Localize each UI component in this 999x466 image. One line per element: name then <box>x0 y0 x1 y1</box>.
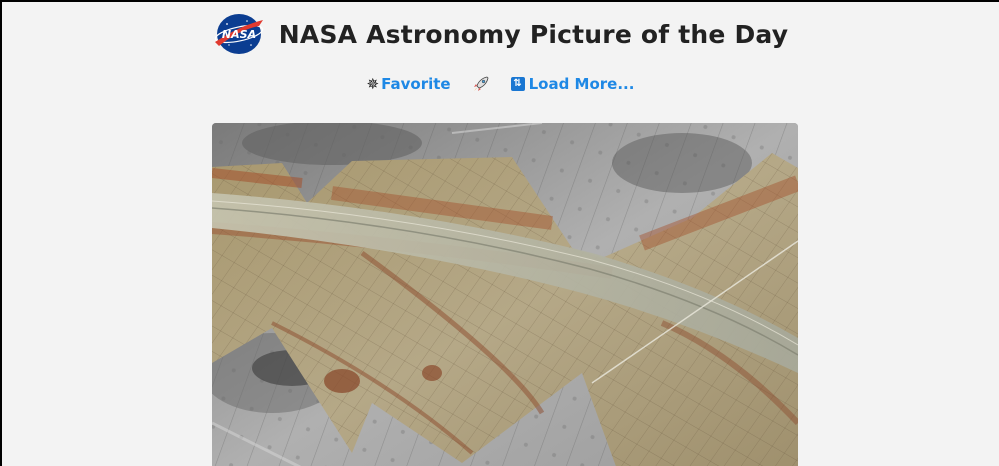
load-more-link[interactable]: ⇅ Load More... <box>510 75 635 93</box>
load-more-label: Load More... <box>528 75 635 93</box>
rocket-icon[interactable] <box>471 74 491 94</box>
page-title: NASA Astronomy Picture of the Day <box>278 19 789 49</box>
favorite-link[interactable]: ✵ Favorite <box>367 75 451 93</box>
apod-image[interactable] <box>212 123 798 466</box>
header: NASA NASA Astronomy Picture of the Day <box>2 12 999 56</box>
sparkle-burst-icon: ✵ <box>366 75 380 93</box>
europa-surface-image <box>212 123 798 466</box>
nav-bar: ✵ Favorite ⇅ Load More... <box>2 74 999 94</box>
svg-text:NASA: NASA <box>222 28 256 41</box>
favorite-label: Favorite <box>381 75 451 93</box>
reload-icon: ⇅ <box>510 77 525 91</box>
nasa-logo: NASA <box>214 14 263 54</box>
